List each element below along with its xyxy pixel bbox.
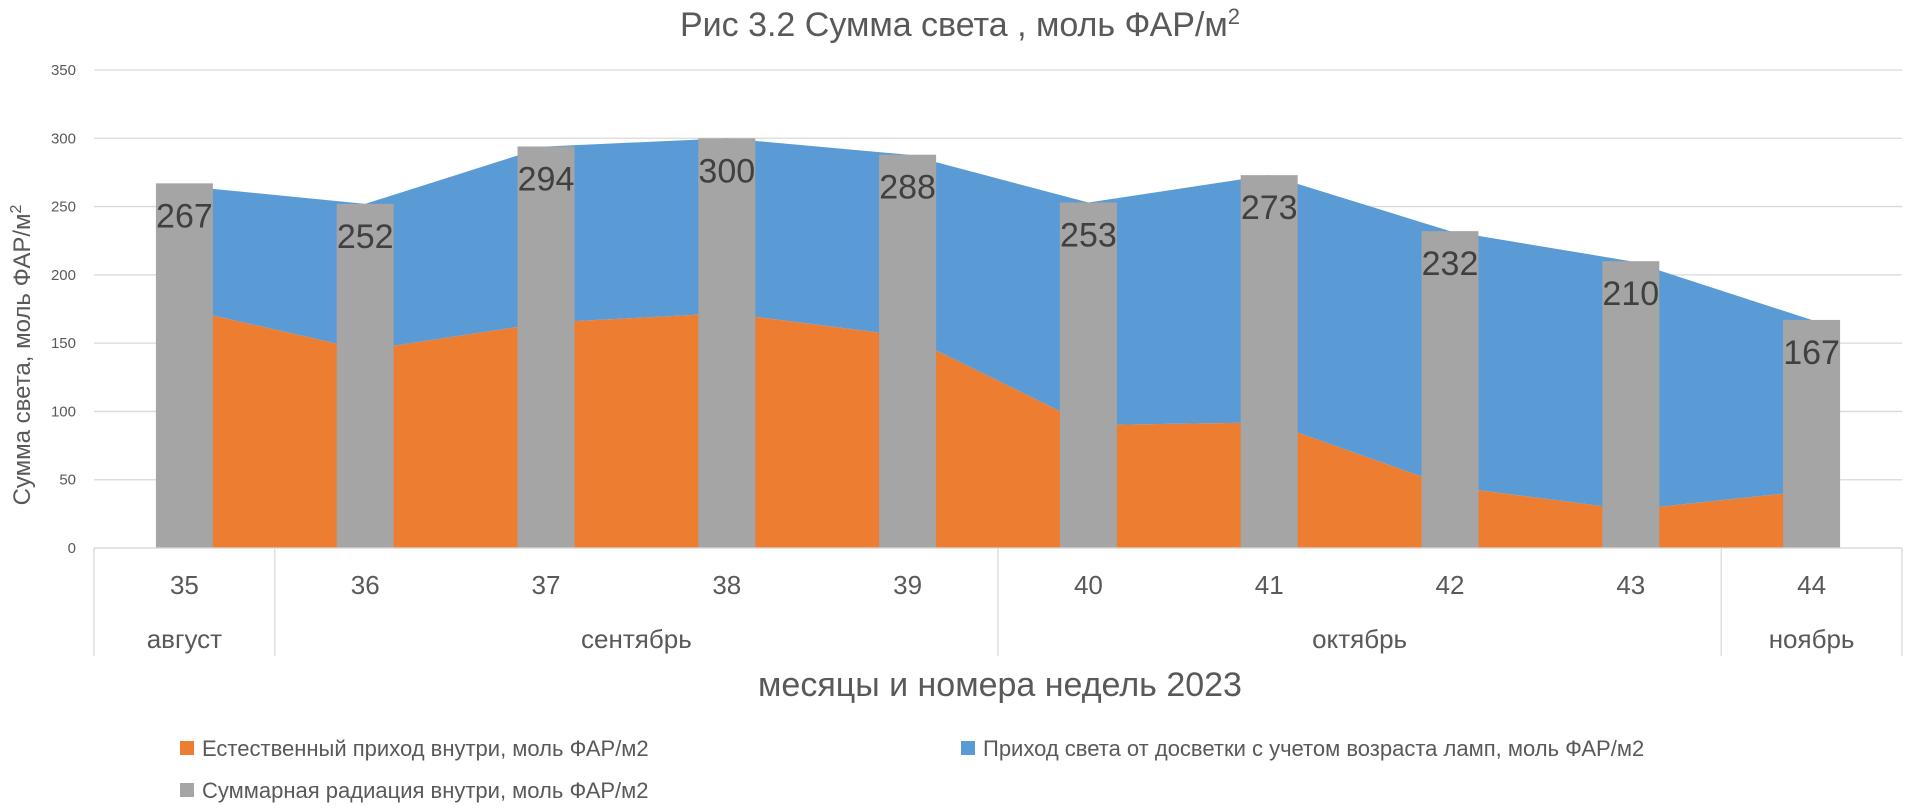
data-label-total-44: 167 — [1783, 334, 1840, 372]
y-tick-label: 350 — [51, 62, 76, 79]
x-tick-label-week: 40 — [1074, 570, 1103, 600]
chart-title: Рис 3.2 Сумма света , моль ФАР/м2 — [680, 4, 1240, 44]
legend-item-natural: Естественный приход внутри, моль ФАР/м2 — [180, 736, 649, 761]
bar-total-41 — [1240, 175, 1298, 548]
area-supplemental — [184, 138, 1812, 510]
x-axis: 35 36 37 38 39 40 41 42 43 44 август сентябрь октябр… — [93, 547, 1903, 656]
bar-total-39 — [879, 154, 937, 548]
x-tick-label-week: 41 — [1255, 570, 1284, 600]
month-label: ноябрь — [1769, 624, 1855, 654]
legend-swatch-natural — [180, 741, 194, 755]
legend-label-supplemental: Приход света от досветки с учетом возрас… — [983, 736, 1644, 761]
legend-swatch-total — [180, 783, 194, 797]
bar-total-40 — [1059, 202, 1117, 548]
bar-series — [155, 138, 1841, 549]
y-tick-label: 300 — [51, 130, 76, 147]
y-axis-ticks: 0 50 100 150 200 250 300 350 — [51, 62, 76, 557]
x-tick-label-week: 35 — [170, 570, 199, 600]
data-label-total-43: 210 — [1602, 275, 1659, 313]
data-label-total-40: 253 — [1060, 216, 1117, 254]
x-tick-label-week: 37 — [532, 570, 561, 600]
month-label: сентябрь — [581, 624, 692, 654]
bar-total-43 — [1602, 261, 1660, 548]
bar-total-44 — [1783, 319, 1841, 548]
data-label-total-41: 273 — [1241, 189, 1298, 227]
legend-item-total: Суммарная радиация внутри, моль ФАР/м2 — [180, 778, 649, 803]
bar-total-37 — [517, 146, 575, 549]
legend: Естественный приход внутри, моль ФАР/м2 … — [180, 736, 1644, 803]
y-axis-label: Сумма света, моль ФАР/м2 — [8, 204, 36, 505]
data-label-total-36: 252 — [337, 218, 394, 256]
area-series — [184, 138, 1812, 548]
x-tick-label-week: 43 — [1616, 570, 1645, 600]
bar-total-35 — [155, 183, 213, 548]
data-label-total-35: 267 — [156, 197, 213, 235]
data-label-total-38: 300 — [698, 152, 755, 190]
bar-total-38 — [698, 138, 756, 549]
area-natural — [184, 309, 1812, 548]
data-label-total-42: 232 — [1422, 245, 1479, 283]
x-tick-label-week: 42 — [1436, 570, 1465, 600]
data-label-total-37: 294 — [518, 160, 575, 198]
legend-item-supplemental: Приход света от досветки с учетом возрас… — [961, 736, 1644, 761]
y-tick-label: 250 — [51, 199, 76, 216]
legend-label-total: Суммарная радиация внутри, моль ФАР/м2 — [202, 778, 649, 803]
y-tick-label: 50 — [59, 472, 76, 489]
bar-total-42 — [1421, 231, 1479, 548]
x-tick-label-week: 38 — [712, 570, 741, 600]
legend-swatch-supplemental — [961, 741, 975, 755]
bar-total-36 — [336, 203, 394, 548]
data-labels: 267 252 294 300 288 253 273 232 210 167 — [156, 152, 1840, 372]
y-tick-label: 0 — [68, 540, 76, 557]
month-label: октябрь — [1312, 624, 1407, 654]
legend-label-natural: Естественный приход внутри, моль ФАР/м2 — [202, 736, 649, 761]
x-tick-label-week: 36 — [351, 570, 380, 600]
y-tick-label: 150 — [51, 335, 76, 352]
y-tick-label: 200 — [51, 267, 76, 284]
month-label: август — [147, 624, 222, 654]
x-tick-label-week: 44 — [1797, 570, 1826, 600]
x-tick-label-week: 39 — [893, 570, 922, 600]
x-axis-label: месяцы и номера недель 2023 — [758, 666, 1242, 704]
y-tick-label: 100 — [51, 403, 76, 420]
data-label-total-39: 288 — [879, 169, 936, 207]
